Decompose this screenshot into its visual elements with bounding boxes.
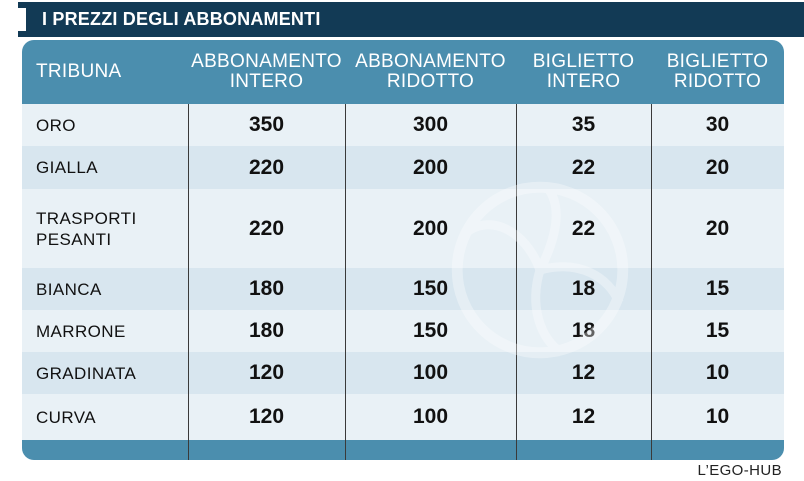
price-value: 10 [705, 361, 730, 384]
price-value: 10 [705, 405, 730, 428]
column-header: ABBONAMENTO RIDOTTO [345, 40, 516, 104]
column-header-line: RIDOTTO [673, 71, 762, 92]
column-header: BIGLIETTO RIDOTTO [651, 40, 784, 104]
chart-title: I PREZZI DEGLI ABBONAMENTI [42, 9, 321, 29]
price-value: 200 [412, 216, 449, 240]
column-header-line: BIGLIETTO [532, 51, 635, 72]
tribuna-name: TRASPORTI PESANTI [22, 189, 188, 268]
column-header-line: INTERO [229, 71, 304, 92]
column-header-line: INTERO [546, 71, 621, 92]
price-value: 150 [412, 277, 449, 300]
price-table: TRIBUNA ABBONAMENTO INTERO ABBONAMENTO RIDOT… [22, 40, 784, 460]
price-value: 120 [248, 405, 285, 428]
source-credit: L’EGO-HUB [697, 462, 782, 479]
tribuna-name-line: MARRONE [36, 321, 126, 341]
price-value: 350 [248, 113, 285, 136]
column-divider [651, 104, 652, 460]
table-row: GIALLA 220 200 22 20 [22, 146, 784, 189]
price-value: 20 [705, 155, 730, 179]
table-row: TRASPORTI PESANTI 220 200 22 20 [22, 189, 784, 268]
price-value: 30 [705, 113, 730, 136]
price-value: 22 [571, 216, 596, 240]
price-value: 180 [248, 319, 285, 342]
table-row: BIANCA 180 150 18 15 [22, 268, 784, 310]
tribuna-name: BIANCA [22, 268, 188, 310]
price-value: 100 [412, 361, 449, 384]
price-value: 180 [248, 277, 285, 300]
column-divider [345, 104, 346, 460]
price-value: 15 [705, 277, 730, 300]
tribuna-name: CURVA [22, 394, 188, 440]
price-value: 22 [571, 155, 596, 179]
title-accent [18, 8, 26, 31]
title-bar: I PREZZI DEGLI ABBONAMENTI [18, 2, 804, 37]
price-value: 100 [412, 405, 449, 428]
price-value: 12 [571, 405, 596, 428]
column-header-line: ABBONAMENTO [191, 51, 342, 72]
price-value: 35 [571, 113, 596, 136]
column-header-line: BIGLIETTO [666, 51, 769, 72]
table-row: GRADINATA 120 100 12 10 [22, 352, 784, 394]
column-divider [516, 104, 517, 460]
column-header: TRIBUNA [22, 40, 188, 104]
tribuna-name-line: GIALLA [36, 158, 98, 177]
tribuna-name-line: GRADINATA [36, 363, 137, 383]
column-header-line: ABBONAMENTO [355, 51, 506, 72]
tribuna-name: ORO [22, 104, 188, 146]
price-value: 200 [412, 155, 449, 179]
price-value: 300 [412, 113, 449, 136]
table-footer-band [22, 440, 784, 460]
volleyball-icon [451, 181, 629, 359]
table-header: TRIBUNA ABBONAMENTO INTERO ABBONAMENTO RIDOT… [22, 40, 784, 104]
tribuna-name: GRADINATA [22, 352, 188, 394]
price-value: 120 [248, 361, 285, 384]
price-value: 18 [571, 277, 596, 300]
price-value: 150 [412, 319, 449, 342]
table-row: CURVA 120 100 12 10 [22, 394, 784, 440]
tribuna-name-line: ORO [36, 115, 76, 135]
tribuna-name: GIALLA [22, 146, 188, 189]
tribuna-name: MARRONE [22, 310, 188, 352]
tribuna-name-line: CURVA [36, 407, 96, 427]
price-value: 18 [571, 319, 596, 342]
table-row: ORO 350 300 35 30 [22, 104, 784, 146]
tribuna-name-line: TRASPORTI [36, 208, 137, 228]
price-value: 15 [705, 319, 730, 342]
column-header-line: RIDOTTO [386, 71, 475, 92]
column-divider [188, 104, 189, 460]
price-value: 12 [571, 361, 596, 384]
column-header: BIGLIETTO INTERO [516, 40, 651, 104]
tribuna-name-line: PESANTI [36, 229, 112, 249]
table-row: MARRONE 180 150 18 15 [22, 310, 784, 352]
column-header-line: TRIBUNA [36, 61, 122, 82]
price-value: 220 [248, 216, 285, 240]
column-header: ABBONAMENTO INTERO [188, 40, 345, 104]
price-value: 220 [248, 155, 285, 179]
price-value: 20 [705, 216, 730, 240]
tribuna-name-line: BIANCA [36, 279, 102, 299]
